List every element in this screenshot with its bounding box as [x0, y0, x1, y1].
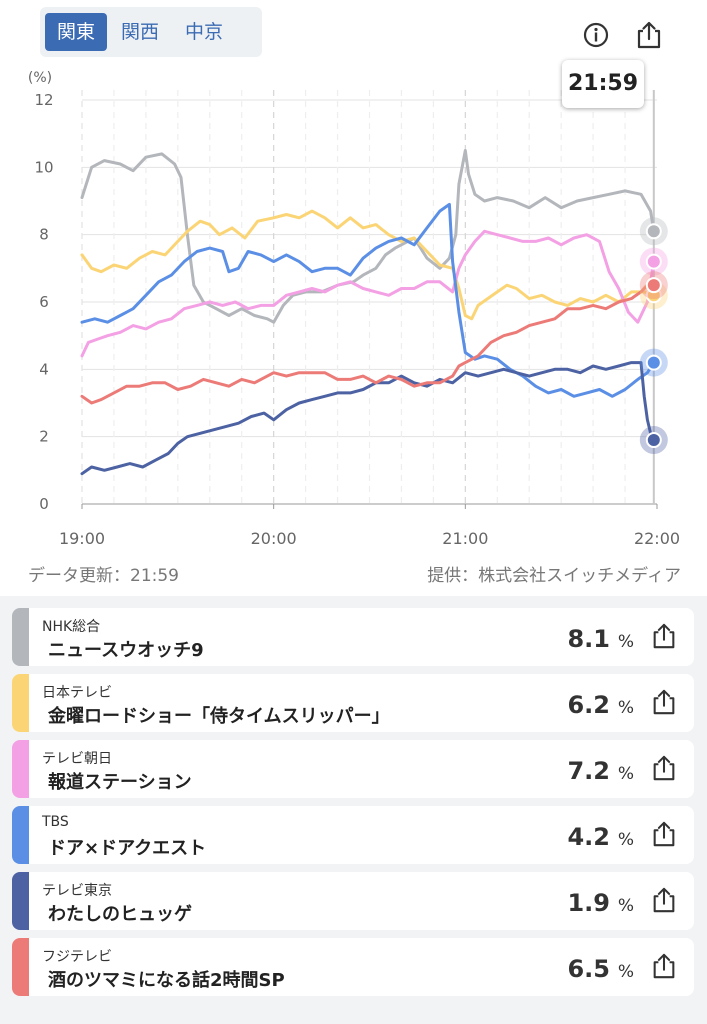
channel-color-bar — [12, 938, 29, 996]
channel-color-bar — [12, 740, 29, 798]
channel-card-tv-tokyo[interactable]: テレビ東京 わたしのヒュッゲ 1.9 % — [12, 872, 694, 930]
channel-card-nhk[interactable]: NHK総合 ニュースウオッチ9 8.1 % — [12, 608, 694, 666]
rating-unit: % — [617, 764, 634, 784]
channel-name: TBS — [42, 814, 69, 830]
y-tick-label: 8 — [39, 226, 49, 244]
share-icon[interactable] — [650, 754, 678, 782]
rating-value: 7.2 — [567, 757, 610, 785]
y-axis-unit-label: (%) — [28, 70, 52, 86]
share-icon[interactable] — [650, 886, 678, 914]
rating-unit: % — [617, 830, 634, 850]
series-end-marker — [645, 223, 662, 240]
channel-color-bar — [12, 674, 29, 732]
program-title: 金曜ロードショー「侍タイムスリッパー」 — [48, 706, 390, 727]
share-icon[interactable] — [650, 952, 678, 980]
series-end-marker — [645, 432, 662, 449]
series-end-marker — [645, 354, 662, 371]
share-icon[interactable] — [650, 622, 678, 650]
tab-chukyo[interactable]: 中京 — [185, 21, 224, 43]
channel-list: NHK総合 ニュースウオッチ9 8.1 % 日本テレビ 金曜ロードショー「侍タイ… — [0, 596, 707, 1024]
rating-value: 6.5 — [567, 955, 610, 983]
cursor-time-tooltip: 21:59 — [562, 60, 644, 108]
channel-card-fuji[interactable]: フジテレビ 酒のツマミになる話2時間SP 6.5 % — [12, 938, 694, 996]
program-title: ドア×ドアクエスト — [48, 838, 207, 859]
share-icon[interactable] — [650, 688, 678, 716]
series-line — [80, 283, 656, 405]
series-line — [80, 209, 656, 321]
share-icon[interactable] — [634, 20, 664, 50]
program-title: 報道ステーション — [48, 772, 192, 793]
series-end-marker — [645, 253, 662, 270]
rating-unit: % — [617, 632, 634, 652]
rating-unit: % — [617, 962, 634, 982]
program-title: 酒のツマミになる話2時間SP — [48, 970, 285, 991]
channel-name: テレビ東京 — [42, 883, 112, 899]
info-icon[interactable] — [581, 20, 611, 50]
series-line — [80, 202, 656, 398]
x-tick-label: 21:00 — [442, 529, 488, 548]
rating-unit: % — [617, 698, 634, 718]
region-tabs: 関東 関西 中京 — [40, 7, 262, 57]
channel-color-bar — [12, 806, 29, 864]
channel-name: NHK総合 — [42, 619, 101, 635]
channel-color-bar — [12, 608, 29, 666]
y-tick-label: 4 — [39, 360, 49, 378]
share-icon[interactable] — [650, 820, 678, 848]
series-end-marker — [645, 277, 662, 294]
data-source-text: 提供：株式会社スイッチメディア — [427, 566, 681, 586]
rating-unit: % — [617, 896, 634, 916]
channel-name: テレビ朝日 — [42, 751, 112, 767]
y-tick-label: 6 — [39, 293, 49, 311]
channel-card-tbs[interactable]: TBS ドア×ドアクエスト 4.2 % — [12, 806, 694, 864]
rating-value: 6.2 — [567, 691, 610, 719]
x-tick-label: 19:00 — [59, 529, 105, 548]
y-tick-label: 10 — [34, 158, 53, 176]
y-tick-label: 12 — [34, 91, 53, 109]
x-tick-label: 20:00 — [251, 529, 297, 548]
series-line — [80, 149, 656, 324]
x-tick-label: 22:00 — [634, 529, 680, 548]
data-updated-text: データ更新：21:59 — [28, 566, 179, 586]
program-title: ニュースウオッチ9 — [48, 640, 204, 661]
series-line — [80, 229, 656, 358]
tab-kanto[interactable]: 関東 — [45, 13, 108, 51]
channel-card-tv-asahi[interactable]: テレビ朝日 報道ステーション 7.2 % — [12, 740, 694, 798]
y-tick-label: 0 — [39, 495, 49, 513]
channel-card-ntv[interactable]: 日本テレビ 金曜ロードショー「侍タイムスリッパー」 6.2 % — [12, 674, 694, 732]
ratings-chart: 0 2 4 6 8 10 12 (%) 19:00 20:00 21:00 22:00 — [28, 70, 680, 548]
y-tick-label: 2 — [39, 428, 49, 446]
channel-name: フジテレビ — [42, 949, 112, 965]
channel-name: 日本テレビ — [42, 685, 112, 701]
rating-value: 4.2 — [567, 823, 610, 851]
program-title: わたしのヒュッゲ — [48, 904, 192, 925]
rating-value: 1.9 — [567, 889, 610, 917]
series-line — [80, 361, 656, 476]
channel-color-bar — [12, 872, 29, 930]
tab-kansai[interactable]: 関西 — [121, 21, 160, 43]
rating-value: 8.1 — [567, 625, 610, 653]
